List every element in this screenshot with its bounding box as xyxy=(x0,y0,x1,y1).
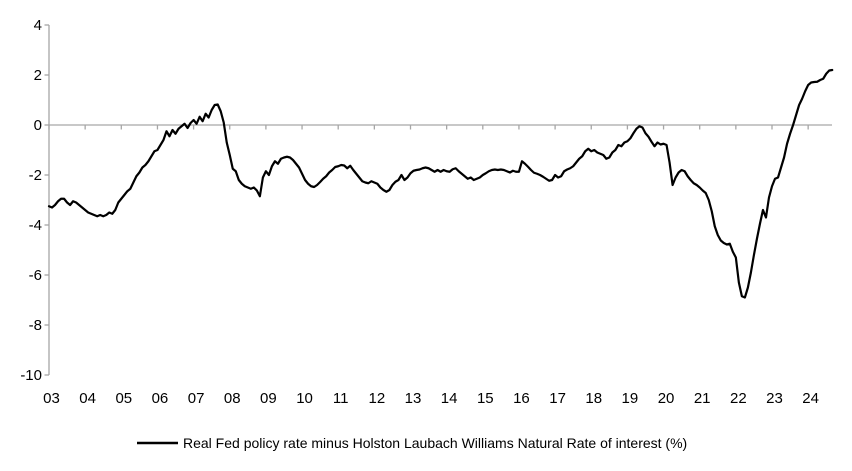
x-tick-label: 05 xyxy=(115,390,132,407)
x-tick-label: 07 xyxy=(188,390,205,407)
y-tick-label: -8 xyxy=(29,317,42,334)
x-tick-label: 08 xyxy=(224,390,241,407)
x-tick-label: 24 xyxy=(802,390,819,407)
x-axis-labels: 03 04 05 06 07 08 09 10 11 12 13 14 15 16 17 18 19 20 21 22… xyxy=(43,390,819,407)
y-tick-label: 2 xyxy=(34,67,42,84)
x-tick-label: 16 xyxy=(513,390,530,407)
y-tick-label: -6 xyxy=(29,267,42,284)
data-series-line xyxy=(47,68,834,299)
x-tick-label: 19 xyxy=(622,390,639,407)
x-tick-label: 23 xyxy=(766,390,783,407)
y-tick-label: -4 xyxy=(29,217,42,234)
x-tick-label: 17 xyxy=(549,390,566,407)
x-tick-label: 22 xyxy=(730,390,747,407)
y-axis-labels: 4 2 0 -2 -4 -6 -8 -10 xyxy=(20,17,42,384)
x-tick-label: 04 xyxy=(79,390,96,407)
y-tick-label: 0 xyxy=(34,117,42,134)
x-tick-label: 15 xyxy=(477,390,494,407)
x-tick-label: 14 xyxy=(441,390,458,407)
legend-label: Real Fed policy rate minus Holston Lauba… xyxy=(183,435,687,451)
x-tick-label: 11 xyxy=(333,390,349,407)
x-tick-label: 09 xyxy=(260,390,277,407)
y-axis-ticks xyxy=(44,24,49,376)
x-tick-label: 03 xyxy=(43,390,60,407)
x-tick-label: 20 xyxy=(658,390,675,407)
x-tick-label: 21 xyxy=(694,390,711,407)
legend: Real Fed policy rate minus Holston Lauba… xyxy=(137,435,687,451)
x-axis-ticks xyxy=(48,125,809,130)
x-tick-label: 13 xyxy=(405,390,422,407)
x-tick-label: 06 xyxy=(152,390,169,407)
y-tick-label: -2 xyxy=(29,167,42,184)
y-tick-label: 4 xyxy=(34,17,42,34)
y-tick-label: -10 xyxy=(20,367,42,384)
x-tick-label: 12 xyxy=(369,390,386,407)
x-tick-label: 10 xyxy=(296,390,313,407)
x-tick-label: 18 xyxy=(585,390,602,407)
